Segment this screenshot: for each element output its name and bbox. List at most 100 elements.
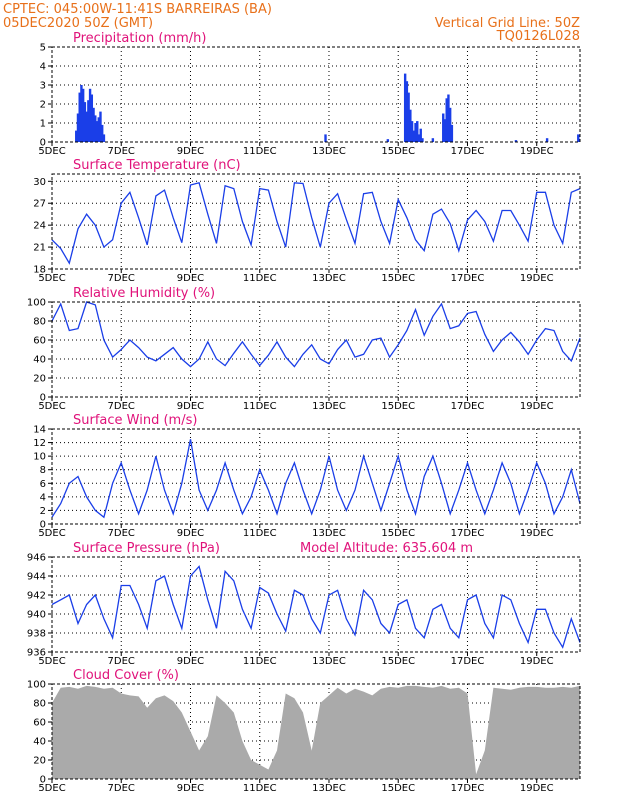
precip-bar [76,113,80,142]
precip-bar [324,134,327,142]
xtick-label: 17DEC [451,401,485,412]
xtick-label: 5DEC [38,273,65,284]
precip-bar [409,109,412,142]
xtick-label: 9DEC [177,146,204,157]
ytick-label: 0 [40,775,46,786]
xtick-label: 15DEC [381,783,415,794]
ytick-label: 0 [40,520,46,531]
xtick-label: 13DEC [312,783,346,794]
ytick-label: 4 [40,62,46,73]
panel-frame [51,556,581,653]
xtick-label: 11DEC [243,401,277,412]
ytick-label: 4 [40,492,46,503]
precip-bar [85,111,88,142]
panel-title: Surface Pressure (hPa) [73,541,220,556]
xtick-label: 17DEC [451,528,485,539]
precip-bar [421,138,424,142]
ytick-label: 20 [33,756,46,767]
panel-annotation: Model Altitude: 635.604 m [300,541,473,556]
ytick-label: 936 [27,648,46,659]
ytick-label: 8 [40,465,46,476]
panel-title: Precipitation (mm/h) [73,31,206,46]
xtick-label: 5DEC [38,401,65,412]
xtick-label: 11DEC [243,783,277,794]
ytick-label: 940 [27,610,46,621]
ytick-label: 18 [33,265,46,276]
ytick-label: 100 [27,298,46,309]
precip-bar [448,107,452,142]
ytick-label: 80 [33,699,46,710]
precip-bar [445,98,448,142]
precip-bar [92,107,95,142]
ytick-label: 942 [27,591,46,602]
ytick-label: 60 [33,336,46,347]
xtick-label: 15DEC [381,146,415,157]
ytick-label: 6 [40,479,46,490]
xtick-label: 13DEC [312,401,346,412]
panel-title: Surface Temperature (nC) [73,158,241,173]
xtick-label: 17DEC [451,783,485,794]
xtick-label: 7DEC [108,783,135,794]
xtick-label: 7DEC [108,401,135,412]
precip-bar [431,138,435,142]
xtick-label: 19DEC [520,783,554,794]
xtick-label: 9DEC [177,528,204,539]
ytick-label: 27 [33,199,46,210]
precip-bar [386,139,390,142]
xtick-label: 19DEC [520,401,554,412]
ytick-label: 0 [40,393,46,404]
precip-bar [99,111,102,142]
header-grid-note: Vertical Grid Line: 50Z [435,16,580,31]
precip-bar [80,85,83,142]
precip-bar [407,92,410,142]
xtick-label: 15DEC [381,273,415,284]
ytick-label: 944 [27,572,46,583]
precip-bar [416,121,419,142]
ytick-label: 24 [33,221,46,232]
ytick-label: 60 [33,718,46,729]
ytick-label: 20 [33,374,46,385]
xtick-label: 17DEC [451,656,485,667]
series-line [51,182,581,265]
xtick-label: 13DEC [312,656,346,667]
precip-bar [450,124,454,142]
xtick-label: 19DEC [520,146,554,157]
precip-bar [417,134,421,142]
xtick-label: 7DEC [108,146,135,157]
xtick-label: 17DEC [451,273,485,284]
precip-bar [102,134,106,142]
ytick-label: 1 [40,119,46,130]
xtick-label: 13DEC [312,273,346,284]
panel-title: Relative Humidity (%) [73,286,215,301]
panel-title: Cloud Cover (%) [73,668,179,683]
series-line [51,301,581,368]
panel-frame [51,428,581,525]
xtick-label: 5DEC [38,528,65,539]
precip-bar [94,115,97,142]
xtick-label: 15DEC [381,656,415,667]
panel-frame [51,683,581,780]
xtick-label: 7DEC [108,273,135,284]
panel-3: 0 2 4 6 8 10 12 14 5DEC 7DEC 9DEC 11DEC 13DEC 15DEC 17… [33,413,581,539]
precip-bar [101,124,104,142]
xtick-label: 11DEC [243,656,277,667]
panel-title: Surface Wind (m/s) [73,413,197,428]
panel-4: 936 938 940 942 944 946 5DEC 7DEC 9DEC 11DEC 13DEC… [27,541,581,667]
panel-frame [51,301,581,398]
header-run: 05DEC2020 50Z (GMT) [3,16,153,31]
precip-bar [75,130,78,142]
xtick-label: 15DEC [381,528,415,539]
ytick-label: 14 [33,425,46,436]
xtick-label: 11DEC [243,273,277,284]
precip-bar [95,121,99,142]
xtick-label: 13DEC [312,528,346,539]
ytick-label: 12 [33,438,46,449]
precip-bar [419,128,422,142]
precip-bar [83,102,87,142]
xtick-label: 5DEC [38,656,65,667]
precip-bar [577,134,580,142]
panel-0: 0 1 2 3 4 5 5DEC 7DEC 9DEC 11DEC 13DEC 15DEC 17DEC 19… [38,31,581,157]
ytick-label: 2 [40,506,46,517]
series-line [51,439,581,519]
